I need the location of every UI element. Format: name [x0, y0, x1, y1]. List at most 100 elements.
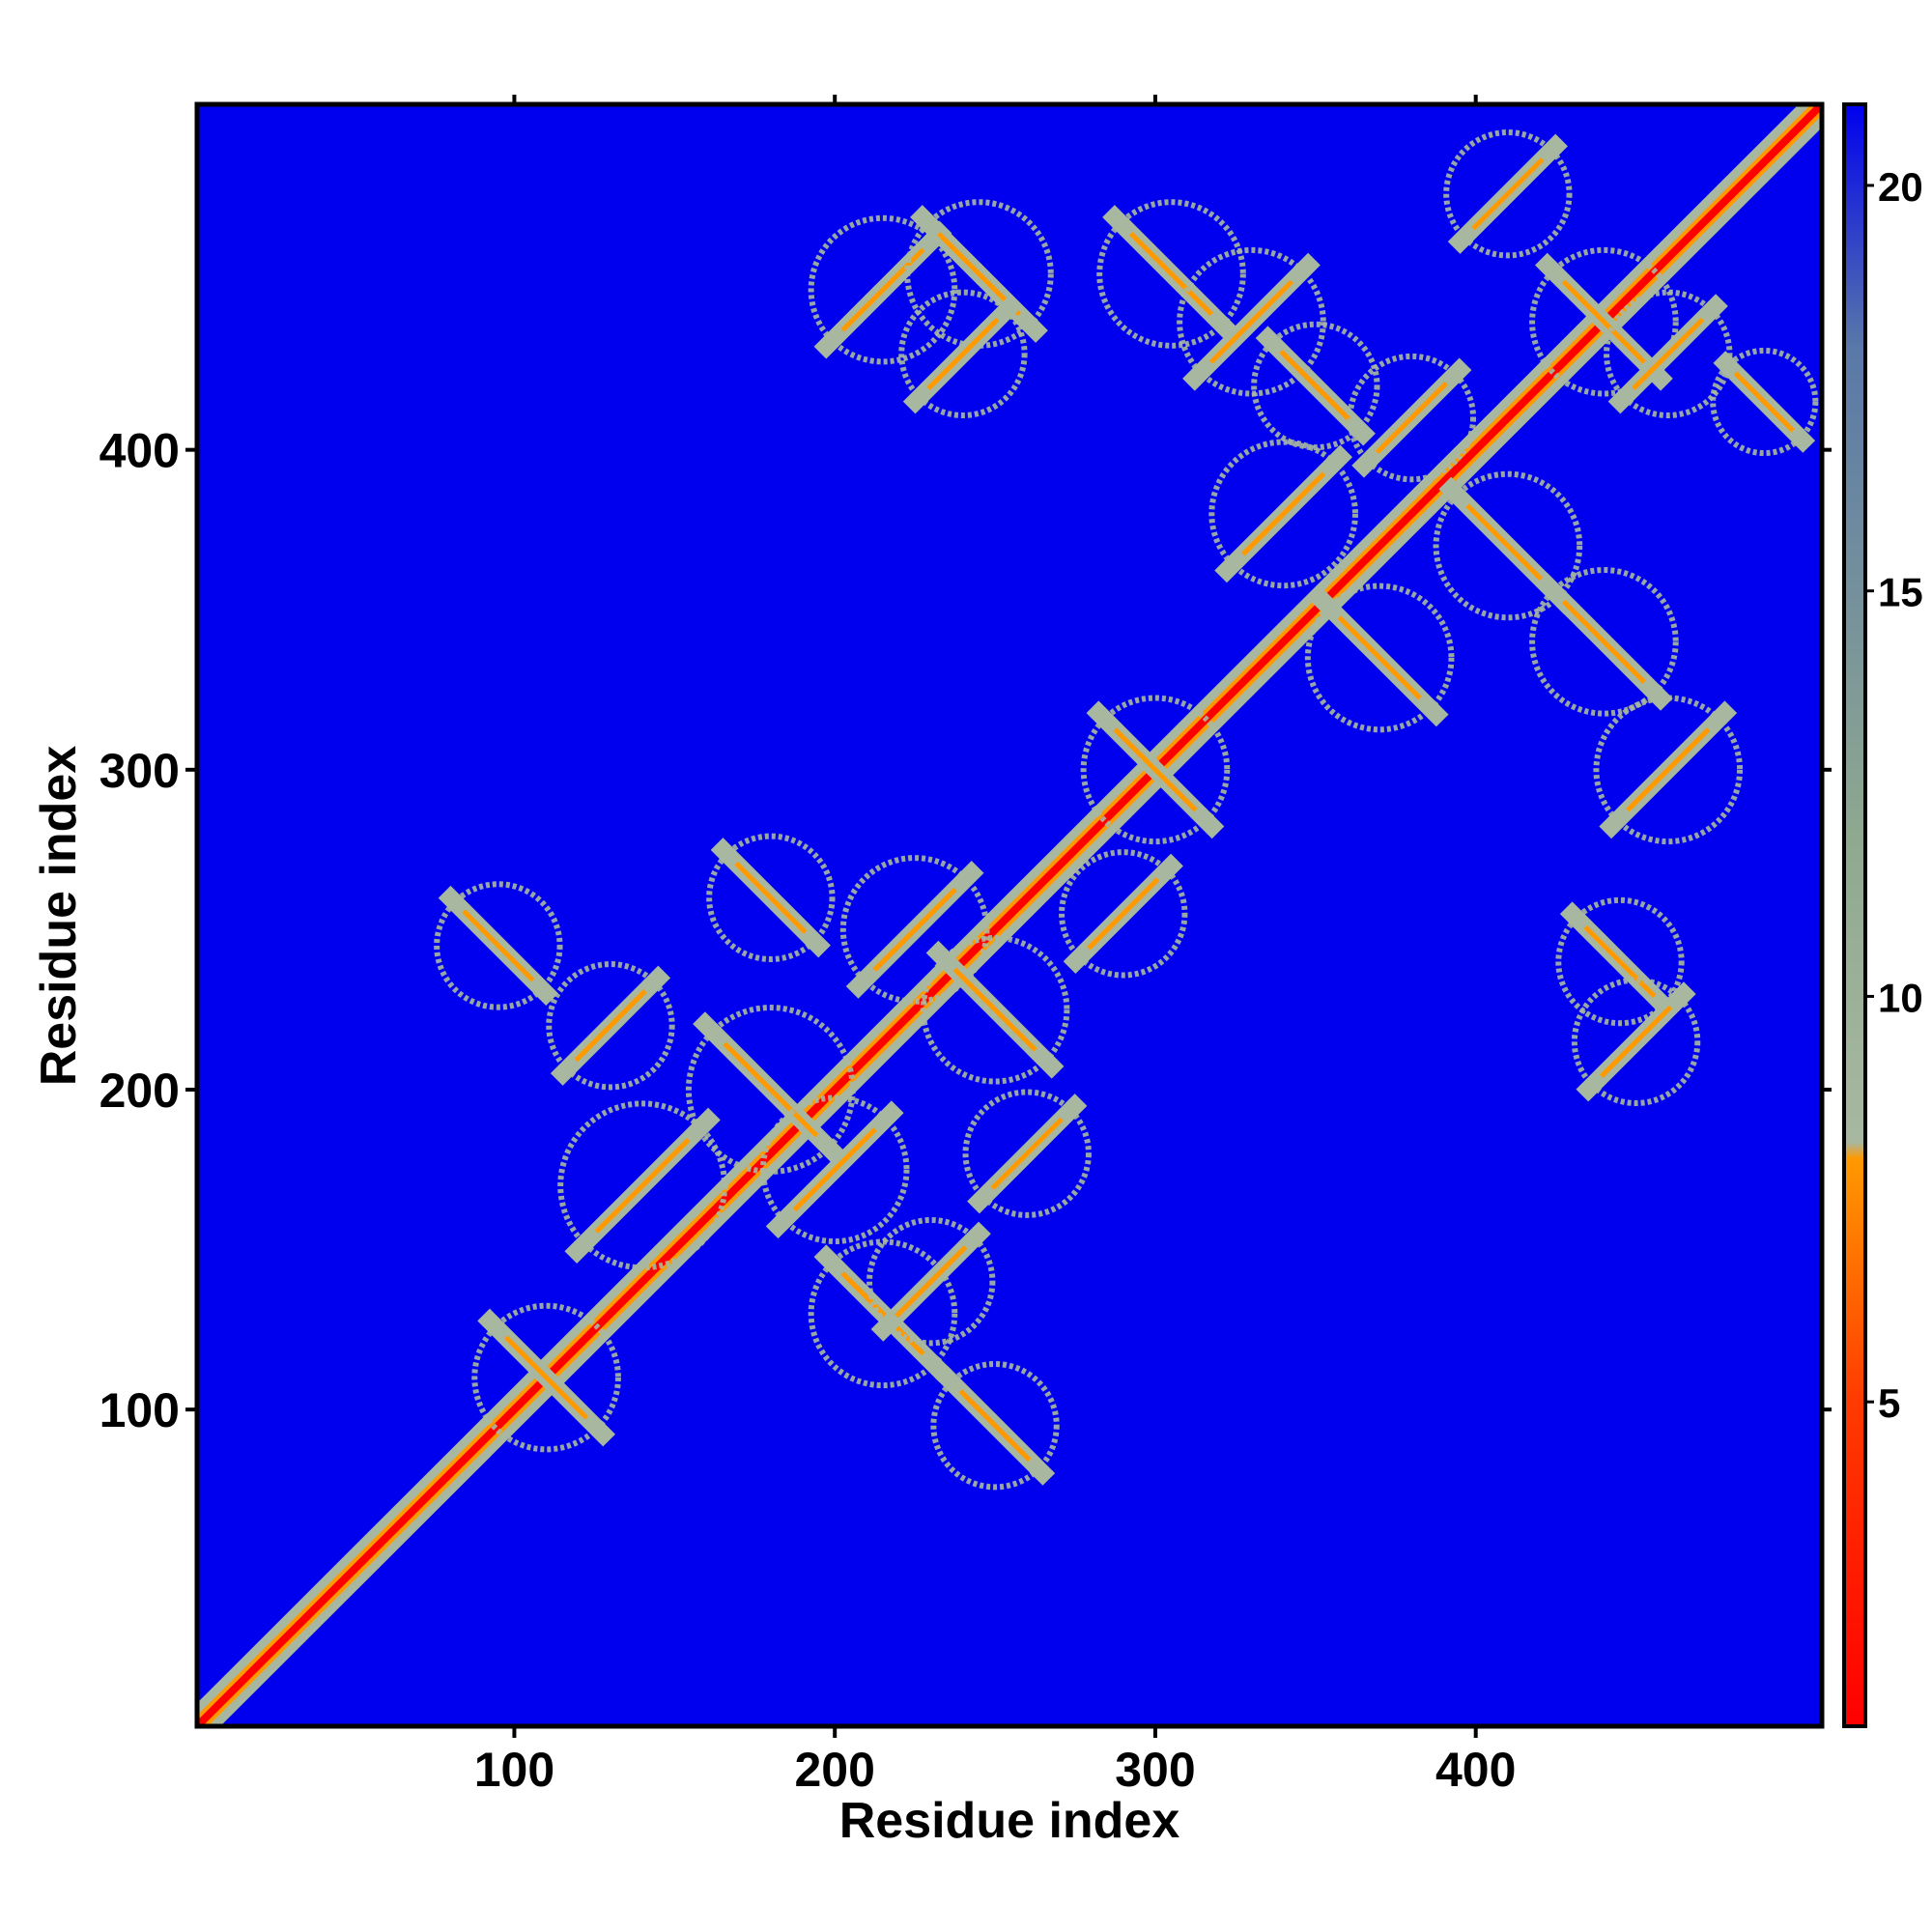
- colorbar: [1842, 102, 1867, 1728]
- contact-cluster: [1529, 567, 1679, 717]
- contact-cluster-core: [1337, 615, 1422, 700]
- contact-cluster-core: [1087, 877, 1160, 951]
- x-tick-label: 300: [1115, 1743, 1195, 1797]
- contact-cluster-core: [1375, 381, 1448, 455]
- contact-cluster-core: [723, 1041, 819, 1138]
- contact-cluster-halo: [1443, 129, 1573, 259]
- heatmap-cells: [197, 104, 1822, 1726]
- contact-cluster: [1080, 695, 1231, 845]
- contact-cluster-core: [734, 861, 808, 934]
- x-tick-label: 100: [474, 1743, 554, 1797]
- contact-cluster: [1177, 246, 1326, 397]
- colorbar-tick-label: 10: [1878, 975, 1923, 1020]
- y-tick-label: 300: [99, 744, 180, 798]
- contact-cluster: [898, 289, 1028, 419]
- contact-cluster: [1304, 582, 1455, 733]
- y-tick-label: 200: [99, 1064, 180, 1118]
- contact-cluster-halo: [1433, 470, 1583, 621]
- colorbar-tick-label: 20: [1878, 164, 1923, 210]
- y-axis: 100 200 300 400: [99, 424, 1832, 1437]
- contact-cluster-core: [1208, 279, 1294, 364]
- contact-cluster-core: [1583, 924, 1657, 999]
- contact-cluster-halo: [685, 1005, 856, 1175]
- x-tick-label: 400: [1435, 1743, 1516, 1797]
- contact-cluster-core: [1128, 231, 1214, 317]
- contact-cluster-halo: [1080, 695, 1231, 845]
- contact-cluster-halo: [471, 1302, 621, 1453]
- contact-cluster: [471, 1302, 621, 1453]
- contact-cluster: [867, 1216, 996, 1347]
- contact-cluster-core: [1113, 727, 1198, 812]
- contact-cluster-halo: [706, 833, 836, 962]
- contact-cluster-halo: [1347, 353, 1477, 483]
- contact-cluster-halo: [1304, 582, 1455, 733]
- contact-cluster: [1059, 849, 1188, 979]
- contact-cluster-halo: [1555, 896, 1685, 1027]
- contact-cluster-halo: [1177, 246, 1326, 397]
- x-tick-label: 200: [794, 1743, 874, 1797]
- x-axis: 100 200 300 400: [474, 95, 1516, 1797]
- contact-cluster-core: [1465, 503, 1550, 588]
- contact-cluster-halo: [1593, 695, 1744, 845]
- contact-cluster-core: [1561, 279, 1646, 364]
- contact-cluster-core: [1599, 1005, 1673, 1078]
- contact-cluster-halo: [1251, 321, 1380, 451]
- contact-cluster: [1710, 347, 1819, 457]
- contact-cluster-core: [1561, 599, 1646, 684]
- contact-cluster: [839, 855, 990, 1005]
- contact-cluster: [1096, 199, 1246, 349]
- contact-cluster-halo: [1529, 246, 1679, 397]
- contact-cluster-core: [1471, 157, 1545, 231]
- contact-cluster: [557, 1100, 728, 1271]
- contact-cluster: [434, 881, 563, 1010]
- contact-cluster-core: [1626, 727, 1711, 812]
- contact-cluster-core: [504, 1335, 589, 1420]
- contact-cluster-halo: [434, 881, 563, 1010]
- contact-cluster: [1443, 129, 1573, 259]
- contact-cluster-halo: [1096, 199, 1246, 349]
- contact-cluster-core: [574, 989, 647, 1063]
- contact-cluster: [759, 1094, 910, 1245]
- contact-cluster: [1529, 246, 1679, 397]
- contact-cluster-core: [1279, 349, 1352, 423]
- plot-frame: [194, 101, 1825, 1729]
- contact-cluster-halo: [808, 1238, 958, 1389]
- contact-cluster-halo: [898, 289, 1028, 419]
- contact-cluster-core: [926, 317, 1000, 390]
- contact-cluster-halo: [1571, 977, 1701, 1107]
- contact-cluster-core: [872, 887, 957, 972]
- contact-cluster: [1593, 695, 1744, 845]
- contact-cluster: [1555, 896, 1685, 1027]
- x-axis-title: Residue index: [839, 1793, 1180, 1849]
- contact-cluster-halo: [930, 1361, 1060, 1491]
- contact-cluster-halo: [920, 934, 1070, 1085]
- contact-cluster-halo: [839, 855, 990, 1005]
- contact-cluster: [1208, 439, 1358, 589]
- contact-cluster: [1347, 353, 1477, 483]
- contact-cluster-core: [1241, 471, 1326, 556]
- colorbar-axis: 5 10 15 20: [1865, 164, 1923, 1426]
- contact-cluster: [1604, 289, 1733, 419]
- contact-cluster: [685, 1005, 856, 1175]
- contact-cluster: [808, 214, 958, 365]
- contact-cluster-halo: [808, 214, 958, 365]
- contact-cluster: [930, 1361, 1060, 1491]
- contact-cluster-core: [958, 1389, 1032, 1463]
- contact-cluster-halo: [1710, 347, 1819, 457]
- contact-cluster-core: [792, 1127, 877, 1212]
- colorbar-tick-label: 5: [1878, 1380, 1900, 1426]
- y-axis-title: Residue index: [31, 746, 87, 1087]
- contact-cluster-core: [895, 1245, 968, 1319]
- contact-cluster-halo: [867, 1216, 996, 1347]
- contact-cluster-core: [1632, 317, 1705, 390]
- contact-cluster-halo: [1059, 849, 1188, 979]
- contact-cluster-halo: [557, 1100, 728, 1271]
- y-tick-label: 100: [99, 1383, 180, 1437]
- contact-cluster-core: [1733, 371, 1795, 433]
- contact-cluster-halo: [904, 199, 1054, 349]
- contact-cluster: [706, 833, 836, 962]
- contact-cluster-core: [990, 1117, 1064, 1190]
- contact-cluster-halo: [1604, 289, 1733, 419]
- contact-cluster-halo: [1208, 439, 1358, 589]
